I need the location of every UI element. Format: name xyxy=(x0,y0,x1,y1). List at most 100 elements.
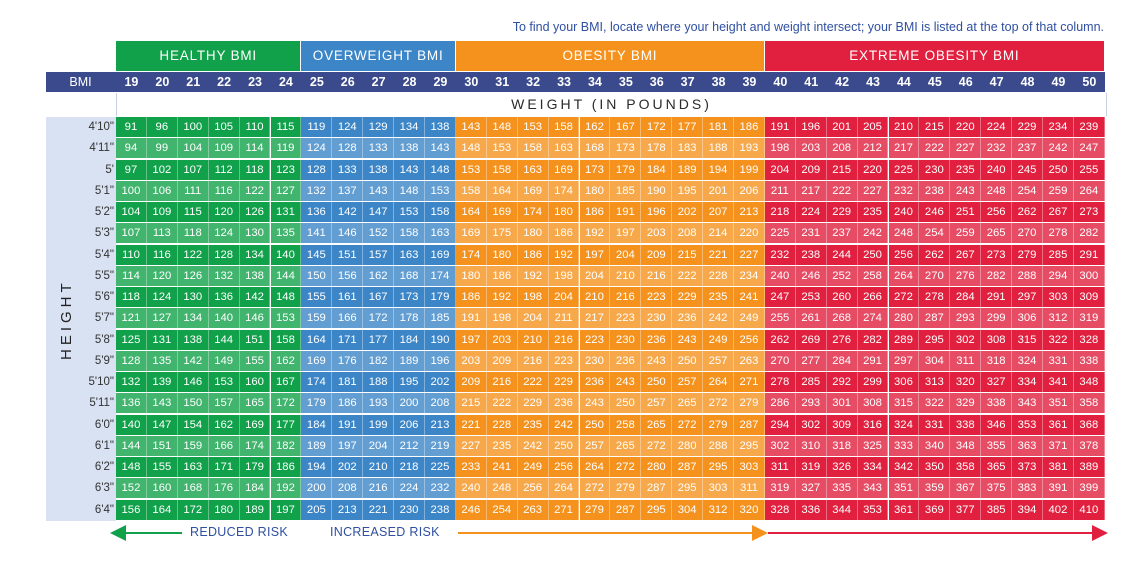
weight-cell: 294 xyxy=(764,414,796,435)
weight-cell: 160 xyxy=(239,372,271,392)
weight-cell: 230 xyxy=(394,499,425,520)
weight-cell: 358 xyxy=(1073,393,1105,414)
weight-cell: 334 xyxy=(1012,372,1043,392)
bmi-column-label: 26 xyxy=(340,75,355,89)
weight-cell: 229 xyxy=(517,393,549,414)
weight-cell: 163 xyxy=(548,138,580,159)
weight-cell: 177 xyxy=(270,414,302,435)
weight-cell: 192 xyxy=(270,478,302,499)
weight-cell: 278 xyxy=(1043,223,1074,244)
weight-cell: 158 xyxy=(394,223,425,244)
height-label: 5'5" xyxy=(94,269,114,282)
weight-cell: 320 xyxy=(734,499,765,520)
weight-cell: 244 xyxy=(826,244,858,265)
weight-cell: 192 xyxy=(579,223,611,244)
weight-cell: 109 xyxy=(208,138,240,159)
weight-cell: 174 xyxy=(548,180,580,201)
weight-cell: 157 xyxy=(208,393,240,414)
weight-cell: 172 xyxy=(363,308,395,329)
weight-cell: 338 xyxy=(950,414,982,435)
weight-cell: 253 xyxy=(795,287,827,307)
weight-cell: 235 xyxy=(486,435,518,456)
bmi-column-label: 27 xyxy=(371,75,386,89)
weight-cell: 271 xyxy=(548,499,580,520)
weight-cell: 158 xyxy=(270,329,302,350)
weight-cell: 295 xyxy=(734,435,765,456)
weight-cell: 167 xyxy=(610,117,642,137)
weight-cell: 308 xyxy=(857,393,889,414)
weight-cell: 135 xyxy=(270,223,302,244)
weight-cell: 148 xyxy=(425,159,456,180)
weight-cell: 185 xyxy=(425,308,456,329)
weight-cell: 252 xyxy=(826,265,858,286)
weight-cell: 179 xyxy=(425,287,456,307)
weight-cell: 264 xyxy=(579,457,611,477)
weight-cell: 322 xyxy=(1043,329,1074,350)
weight-cell: 97 xyxy=(116,159,147,180)
weight-cell: 192 xyxy=(548,244,580,265)
weight-cell: 331 xyxy=(1043,350,1074,371)
weight-cell: 304 xyxy=(919,350,951,371)
weight-cell: 134 xyxy=(177,308,209,329)
weight-cell: 242 xyxy=(548,414,580,435)
weight-cell: 115 xyxy=(177,202,209,222)
weight-cell: 110 xyxy=(239,117,271,137)
weight-cell: 150 xyxy=(177,393,209,414)
weight-cell: 254 xyxy=(919,223,951,244)
weight-cell: 175 xyxy=(486,223,518,244)
weight-cell: 162 xyxy=(270,350,302,371)
weight-cell: 199 xyxy=(734,159,765,180)
weight-cell: 181 xyxy=(703,117,734,137)
weight-cell: 110 xyxy=(116,244,147,265)
weight-cell: 299 xyxy=(981,308,1013,329)
weight-cell: 143 xyxy=(394,159,425,180)
weight-cell: 295 xyxy=(703,457,734,477)
weight-cell: 248 xyxy=(981,180,1013,201)
weight-cell: 399 xyxy=(1073,478,1105,499)
weight-cell: 369 xyxy=(919,499,951,520)
weight-cell: 180 xyxy=(455,265,487,286)
weight-cell: 202 xyxy=(332,457,364,477)
weight-cell: 131 xyxy=(146,329,178,350)
weight-cell: 230 xyxy=(579,350,611,371)
weight-cell: 240 xyxy=(764,265,796,286)
weight-cell: 243 xyxy=(579,393,611,414)
weight-cell: 116 xyxy=(146,244,178,265)
weight-cell: 327 xyxy=(795,478,827,499)
weight-cell: 127 xyxy=(270,180,302,201)
weight-cell: 237 xyxy=(826,223,858,244)
weight-cell: 257 xyxy=(672,372,704,392)
weight-cell: 306 xyxy=(1012,308,1043,329)
weight-cell: 238 xyxy=(919,180,951,201)
weight-cell: 180 xyxy=(517,223,549,244)
weight-cell: 216 xyxy=(548,329,580,350)
weight-cell: 186 xyxy=(579,202,611,222)
weight-cell: 204 xyxy=(610,244,642,265)
weight-cell: 209 xyxy=(486,350,518,371)
weight-cell: 148 xyxy=(394,180,425,201)
weight-cell: 114 xyxy=(239,138,271,159)
weight-cell: 166 xyxy=(208,435,240,456)
weight-cell: 278 xyxy=(919,287,951,307)
bmi-column-label: 42 xyxy=(835,75,850,89)
weight-cell: 216 xyxy=(610,287,642,307)
weight-cell: 186 xyxy=(270,457,302,477)
weight-cell: 168 xyxy=(579,138,611,159)
weight-cell: 198 xyxy=(764,138,796,159)
weight-cell: 206 xyxy=(394,414,425,435)
weight-cell: 343 xyxy=(857,478,889,499)
weight-cell: 270 xyxy=(1012,223,1043,244)
weight-cell: 300 xyxy=(1073,265,1105,286)
weight-cell: 169 xyxy=(486,202,518,222)
weight-cell: 201 xyxy=(826,117,858,137)
weight-cell: 164 xyxy=(301,329,333,350)
weight-cell: 203 xyxy=(486,329,518,350)
weight-cell: 227 xyxy=(455,435,487,456)
weight-cell: 243 xyxy=(641,350,673,371)
weight-cell: 250 xyxy=(610,393,642,414)
weight-cell: 348 xyxy=(950,435,982,456)
weight-cell: 181 xyxy=(332,372,364,392)
bmi-column-label: 43 xyxy=(866,75,880,89)
weight-cell: 280 xyxy=(672,435,704,456)
weight-cell: 207 xyxy=(703,202,734,222)
